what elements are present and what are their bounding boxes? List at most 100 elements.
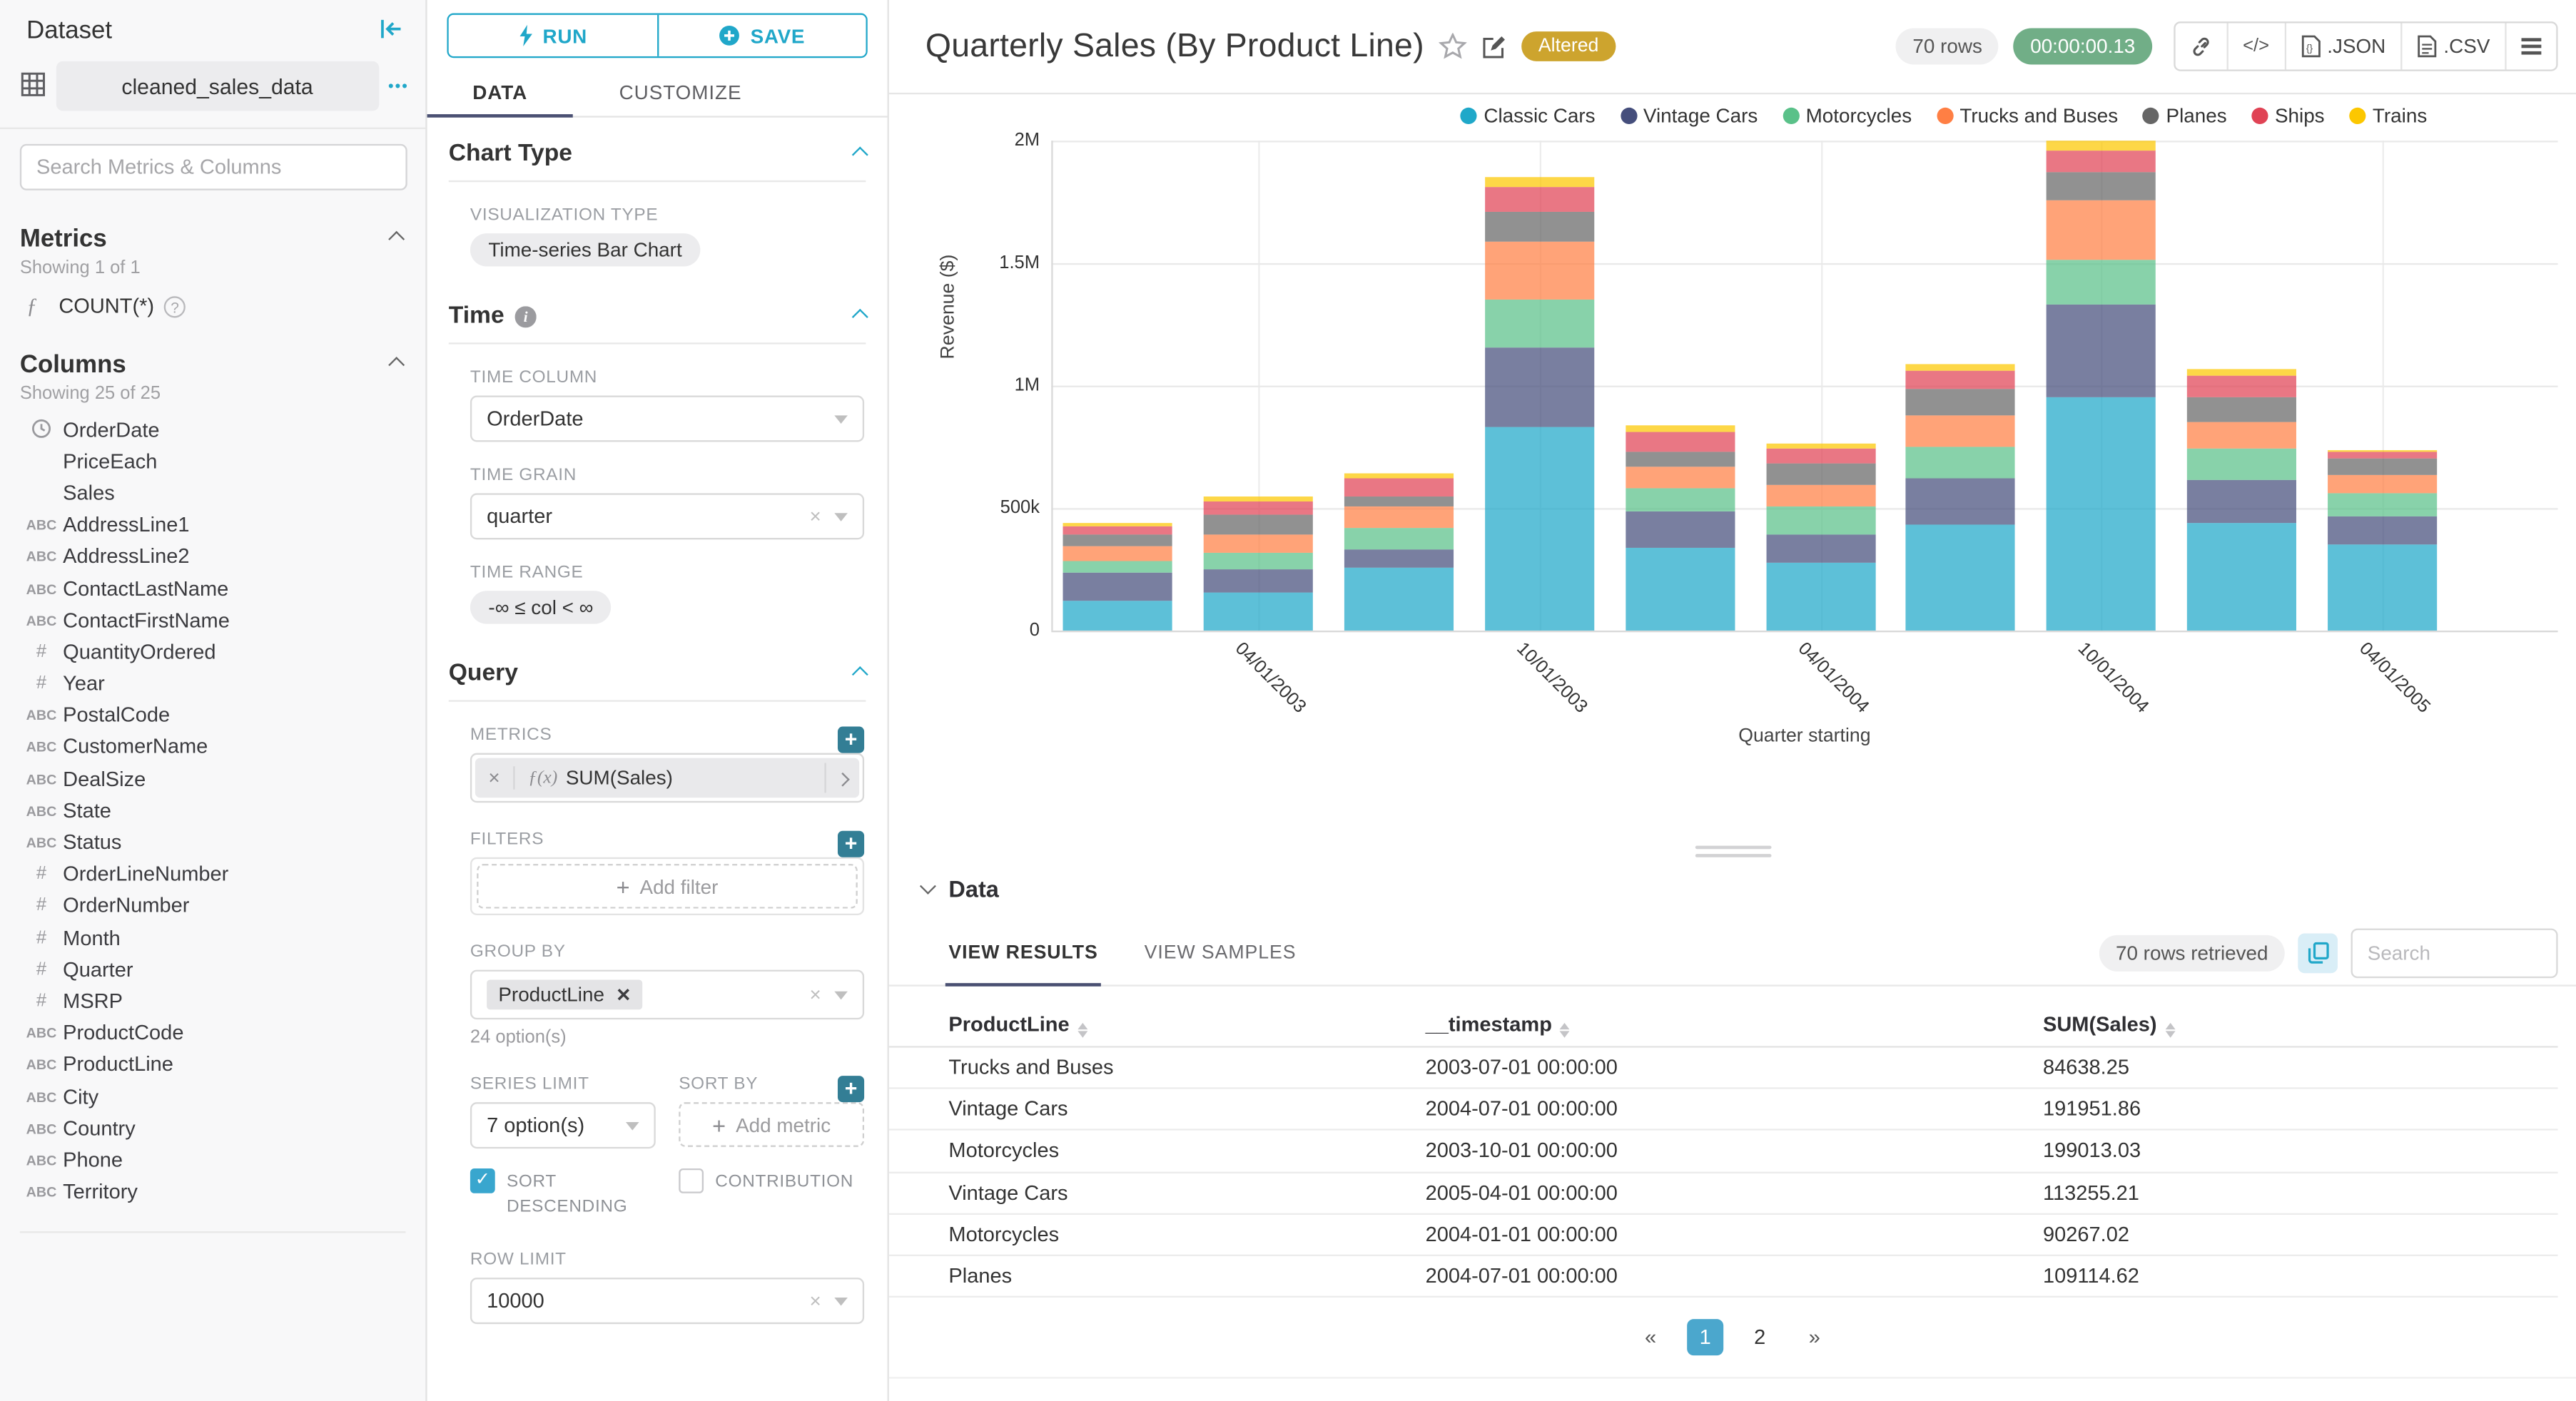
remove-metric-icon[interactable]: × <box>475 766 515 790</box>
bar-segment[interactable] <box>1906 363 2016 371</box>
bar-segment[interactable] <box>1765 563 1875 631</box>
bar-segment[interactable] <box>2047 397 2156 631</box>
column-item[interactable]: ABC Phone <box>0 1144 425 1176</box>
contribution-checkbox[interactable] <box>679 1168 704 1193</box>
chevron-up-icon[interactable] <box>851 665 868 682</box>
bar-segment[interactable] <box>2047 305 2156 398</box>
sort-icon[interactable] <box>1077 1022 1088 1039</box>
bar-segment[interactable] <box>2187 448 2297 480</box>
export-csv-button[interactable]: .CSV <box>2402 23 2507 70</box>
favorite-star-icon[interactable] <box>1439 33 1468 59</box>
row-limit-select[interactable]: 10000 × <box>470 1278 865 1325</box>
legend-item[interactable]: Classic Cars <box>1460 104 1596 128</box>
bar-segment[interactable] <box>2328 544 2438 631</box>
chevron-up-icon[interactable] <box>851 146 868 163</box>
run-button[interactable]: RUN <box>448 14 656 56</box>
bar-segment[interactable] <box>1344 474 1454 479</box>
stacked-bar[interactable] <box>1765 443 1875 631</box>
sort-icon[interactable] <box>1560 1022 1571 1039</box>
metric-control[interactable]: × ƒ(x) SUM(Sales) <box>470 753 865 803</box>
bar-segment[interactable] <box>1765 505 1875 536</box>
bar-segment[interactable] <box>1906 389 2016 416</box>
bar-segment[interactable] <box>1625 432 1735 452</box>
legend-item[interactable]: Ships <box>2251 104 2325 128</box>
bar-segment[interactable] <box>2187 375 2297 397</box>
column-item[interactable]: # Month <box>0 922 425 954</box>
sort-icon[interactable] <box>2165 1022 2176 1039</box>
embed-code-button[interactable]: </> <box>2228 23 2286 70</box>
add-filter-dropzone[interactable]: + Add filter <box>477 864 858 909</box>
bar-segment[interactable] <box>1765 464 1875 485</box>
column-item[interactable]: ABC ContactLastName <box>0 573 425 605</box>
bar-segment[interactable] <box>1344 568 1454 631</box>
bar-segment[interactable] <box>1063 522 1172 526</box>
stacked-bar[interactable] <box>1625 424 1735 631</box>
column-item[interactable]: ABC AddressLine2 <box>0 541 425 573</box>
stacked-bar[interactable] <box>2328 450 2438 631</box>
dataset-more-icon[interactable]: ••• <box>388 78 410 95</box>
bar-segment[interactable] <box>2328 450 2438 453</box>
column-item[interactable]: ABC Status <box>0 827 425 859</box>
bar-segment[interactable] <box>1344 549 1454 569</box>
bar-segment[interactable] <box>1765 484 1875 506</box>
column-item[interactable]: ABC CustomerName <box>0 731 425 763</box>
chevron-down-icon[interactable] <box>919 877 936 895</box>
share-link-button[interactable] <box>2175 23 2228 70</box>
bar-segment[interactable] <box>1484 347 1594 427</box>
bar-segment[interactable] <box>2187 522 2297 631</box>
stacked-bar[interactable] <box>1344 474 1454 631</box>
bar-segment[interactable] <box>2047 259 2156 305</box>
time-grain-select[interactable]: quarter × <box>470 493 865 540</box>
column-item[interactable]: PriceEach <box>0 446 425 478</box>
remove-chip-icon[interactable]: ✕ <box>616 985 632 1006</box>
table-row[interactable]: Vintage Cars 2005-04-01 00:00:00 113255.21 <box>888 1173 2558 1215</box>
tab-view-results[interactable]: VIEW RESULTS <box>945 922 1102 987</box>
bar-segment[interactable] <box>1063 545 1172 561</box>
tab-view-samples[interactable]: VIEW SAMPLES <box>1144 943 1297 964</box>
series-limit-select[interactable]: 7 option(s) <box>470 1102 656 1149</box>
bar-segment[interactable] <box>1906 478 2016 526</box>
chevron-up-icon[interactable] <box>388 357 405 374</box>
pagination-prev[interactable]: « <box>1645 1325 1657 1349</box>
bar-segment[interactable] <box>1344 496 1454 507</box>
bar-segment[interactable] <box>1484 241 1594 300</box>
pagination-page[interactable]: 2 <box>1754 1325 1766 1349</box>
column-item[interactable]: ABC ContactFirstName <box>0 604 425 636</box>
bar-segment[interactable] <box>1906 525 2016 631</box>
stacked-bar[interactable] <box>1484 177 1594 631</box>
altered-badge[interactable]: Altered <box>1521 31 1616 61</box>
bar-segment[interactable] <box>1484 177 1594 188</box>
dataset-name[interactable]: cleaned_sales_data <box>56 61 379 111</box>
bar-segment[interactable] <box>1625 547 1735 631</box>
bar-segment[interactable] <box>1203 501 1313 516</box>
column-item[interactable]: # QuantityOrdered <box>0 636 425 668</box>
copy-data-button[interactable] <box>2298 933 2338 974</box>
bar-segment[interactable] <box>1484 299 1594 348</box>
chevron-up-icon[interactable] <box>851 307 868 325</box>
bar-segment[interactable] <box>1203 569 1313 593</box>
bar-segment[interactable] <box>1625 510 1735 548</box>
add-sort-metric-dropzone[interactable]: + Add metric <box>679 1102 865 1147</box>
bar-segment[interactable] <box>1203 592 1313 631</box>
tab-data[interactable]: DATA <box>472 80 528 104</box>
stacked-bar[interactable] <box>1906 363 2016 631</box>
time-column-select[interactable]: OrderDate <box>470 395 865 442</box>
table-header-cell[interactable]: ProductLine <box>889 1012 1426 1039</box>
chart-menu-button[interactable] <box>2507 23 2557 69</box>
bar-segment[interactable] <box>2328 516 2438 545</box>
metric-item[interactable]: ƒ COUNT(*) ? <box>0 288 425 325</box>
table-header-cell[interactable]: __timestamp <box>1426 1012 2043 1039</box>
bar-segment[interactable] <box>1484 187 1594 213</box>
collapse-panel-icon[interactable] <box>379 17 402 44</box>
clear-icon[interactable]: × <box>809 1290 821 1313</box>
time-range-value[interactable]: -∞ ≤ col < ∞ <box>470 591 612 624</box>
table-row[interactable]: Trucks and Buses 2003-07-01 00:00:00 84638… <box>888 1048 2558 1090</box>
column-item[interactable]: # OrderLineNumber <box>0 858 425 890</box>
stacked-bar[interactable] <box>2187 370 2297 631</box>
pagination-page[interactable]: 1 <box>1687 1319 1724 1356</box>
column-item[interactable]: ABC City <box>0 1081 425 1113</box>
bar-segment[interactable] <box>1344 479 1454 496</box>
legend-item[interactable]: Vintage Cars <box>1620 104 1758 128</box>
bar-segment[interactable] <box>1906 415 2016 447</box>
table-row[interactable]: Vintage Cars 2004-07-01 00:00:00 191951.86 <box>888 1089 2558 1131</box>
